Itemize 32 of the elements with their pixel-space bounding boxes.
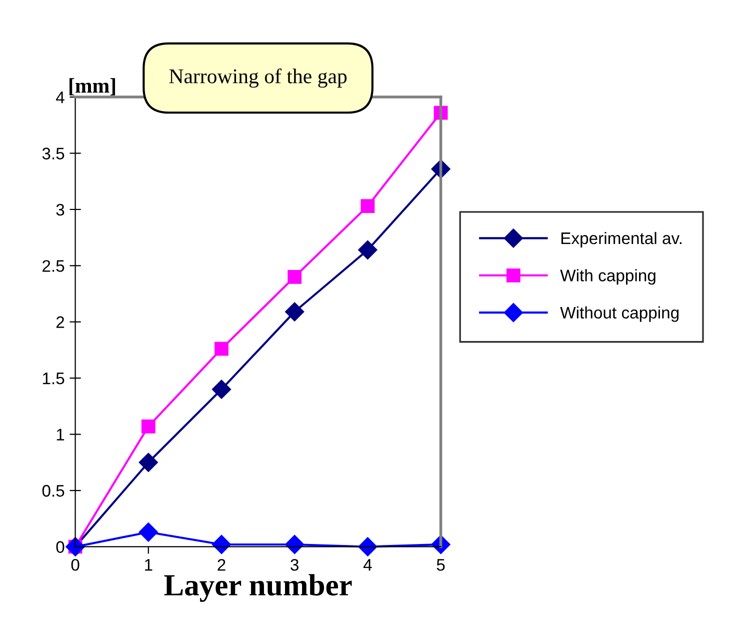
- y-tick-label: 2: [56, 316, 64, 328]
- x-tick-label: 2: [218, 558, 226, 571]
- y-tick-label: 2.5: [42, 260, 64, 272]
- x-tick-label: 4: [363, 559, 372, 571]
- x-tick-label: 1: [145, 559, 152, 571]
- legend-label: With capping: [560, 269, 656, 285]
- x-tick-label: 0: [71, 558, 80, 571]
- chart-title: Narrowing of the gap: [169, 68, 347, 88]
- point: [360, 199, 375, 214]
- y-tick-label: 3.5: [42, 148, 64, 160]
- point: [214, 342, 228, 356]
- point: [138, 452, 158, 472]
- y-tick-label: 1: [56, 428, 64, 440]
- point: [141, 419, 156, 434]
- point: [288, 270, 302, 284]
- legend-label: Experimental av.: [561, 232, 682, 248]
- y-tick-label: 0.5: [42, 484, 64, 497]
- point: [358, 240, 378, 260]
- point: [212, 380, 232, 399]
- y-axis-title: [mm]: [70, 78, 116, 96]
- legend-label: Without capping: [560, 306, 679, 322]
- x-tick-label: 3: [290, 558, 298, 571]
- point: [138, 522, 158, 542]
- point: [285, 302, 304, 322]
- point: [212, 534, 232, 554]
- y-tick-label: 0: [56, 541, 64, 553]
- x-axis-title: Layer number: [164, 574, 352, 602]
- y-tick-label: 3: [56, 204, 64, 216]
- y-tick-label: 1.5: [42, 372, 64, 384]
- y-tick-label: 4: [56, 92, 64, 104]
- point: [285, 534, 304, 554]
- x-tick-label: 5: [436, 559, 445, 571]
